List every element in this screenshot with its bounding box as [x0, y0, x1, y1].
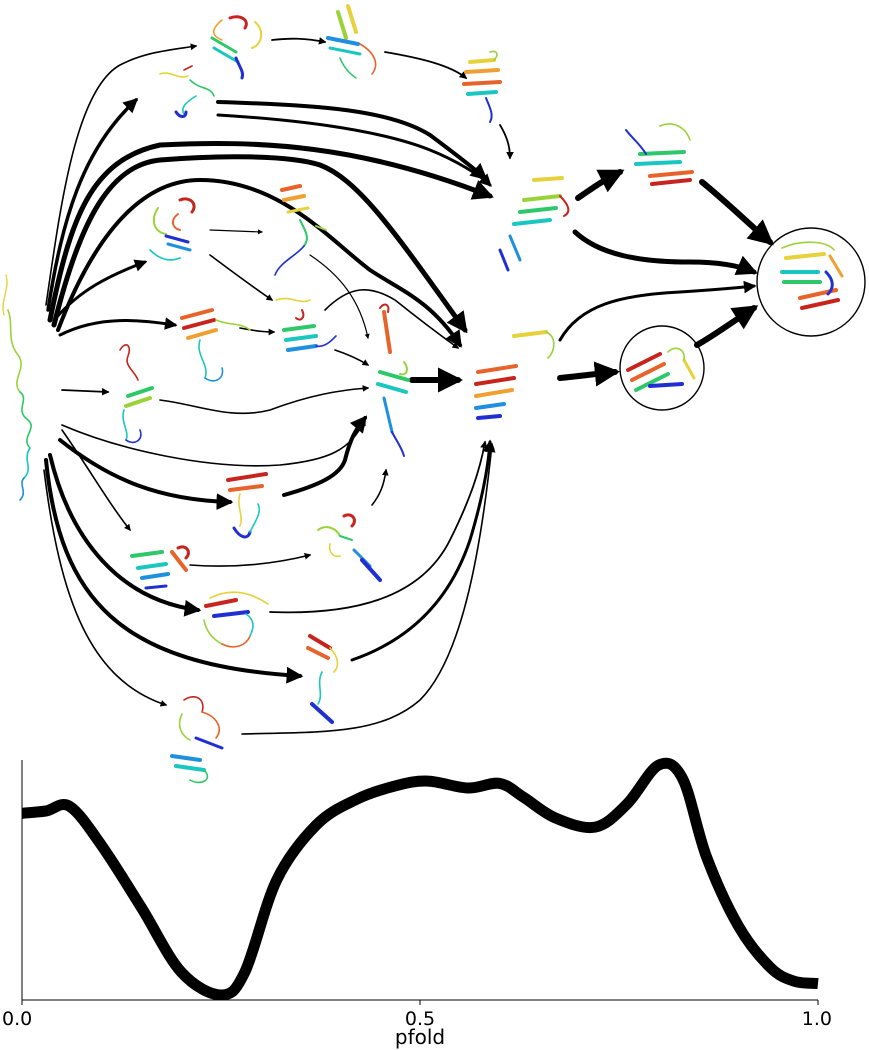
edge-midd-to-hub-main — [334, 349, 370, 366]
edge-topleft-to-hub-upper-b — [216, 100, 488, 181]
edge-near-native-top-to-native — [699, 179, 774, 246]
edge-top2-to-top3 — [384, 51, 468, 79]
edge-low3-to-low2 — [189, 553, 312, 567]
edge-hub-upper-to-native — [572, 229, 758, 276]
edge-unfolded-to-low3 — [61, 429, 131, 532]
x-tick-label: 0.5 — [405, 1008, 435, 1030]
edge-unfolded-to-sheet-small — [61, 387, 110, 396]
x-tick-label: 0.0 — [2, 1008, 32, 1030]
edge-mida-to-midc — [209, 229, 264, 235]
edge-hub-center-to-native — [558, 280, 757, 342]
structure-low3 — [130, 545, 190, 590]
edge-low5-to-hub-center — [350, 439, 496, 662]
structure-low1 — [226, 472, 268, 539]
edge-top3-to-hub-upper — [499, 124, 514, 160]
edge-mida-to-midd — [209, 254, 274, 301]
structure-native — [780, 241, 844, 310]
near-native-circle-outline — [619, 325, 705, 411]
edge-unfolded-to-hub-center-a — [51, 154, 468, 334]
edge-unfolded-to-hub-main — [61, 418, 366, 467]
structure-hub-main — [376, 303, 410, 457]
structure-mid-c — [274, 184, 327, 276]
folding-network — [2, 4, 866, 784]
edge-hub-upper-to-near-native-top — [575, 169, 625, 201]
free-energy-curve — [21, 757, 819, 1001]
structure-top1 — [210, 15, 263, 80]
structure-top-left — [159, 65, 215, 118]
structure-mid-a — [149, 197, 196, 261]
edge-near-native-circle-to-native — [694, 305, 759, 348]
edge-sheet-small-to-hub-main — [159, 385, 370, 415]
structure-hub-upper — [498, 176, 570, 272]
edge-low2-to-hub-main — [371, 468, 389, 506]
edge-midd-to-hub-center — [324, 289, 460, 349]
structure-mid-d — [275, 297, 337, 352]
edge-unfolded-to-low4 — [48, 453, 202, 617]
edge-unfolded-to-low1 — [58, 438, 234, 511]
edge-top1-to-top2 — [271, 37, 327, 45]
edge-unfolded-to-topleft — [46, 98, 139, 312]
conformations — [2, 4, 866, 784]
edge-midb-to-midd — [239, 327, 276, 336]
edge-hub-center-to-near-native-circle — [557, 361, 621, 387]
structure-top2 — [326, 4, 377, 79]
structure-top3 — [462, 50, 502, 123]
structure-near-native-top — [625, 123, 694, 186]
edge-midc-to-hub-main — [309, 254, 370, 339]
native-circle-outline — [756, 227, 866, 337]
edge-unfolded-to-hub-center-b — [56, 177, 462, 348]
x-axis-title: pfold — [395, 1025, 445, 1049]
edge-low1-to-hub-main — [282, 415, 368, 497]
edge-unfolded-to-top1 — [45, 43, 198, 306]
structure-low6 — [170, 696, 224, 784]
structure-low2 — [317, 513, 382, 582]
x-ticks: 0.0 0.5 1.0 — [2, 1000, 832, 1030]
edge-unfolded-to-low5 — [44, 458, 304, 684]
structure-unfolded — [2, 274, 32, 501]
structure-sheet-small — [119, 344, 154, 444]
structure-near-native-circle — [626, 347, 696, 392]
edge-unfolded-to-mida — [54, 259, 148, 320]
x-tick-label: 1.0 — [802, 1008, 832, 1030]
edge-unfolded-to-hub-upper-a — [47, 141, 494, 323]
pfold-chart: 0.0 0.5 1.0 pfold — [2, 757, 832, 1049]
network-edges — [43, 37, 774, 735]
structure-mid-b — [180, 308, 251, 382]
edge-low4-to-hub-center — [269, 440, 488, 614]
edge-unfolded-to-low6 — [43, 469, 168, 707]
structure-hub-center — [474, 330, 555, 420]
structure-low4 — [203, 591, 269, 648]
edge-unfolded-to-midb — [58, 317, 178, 337]
structure-low5 — [306, 634, 339, 724]
edge-low6-to-hub-center — [241, 442, 495, 735]
